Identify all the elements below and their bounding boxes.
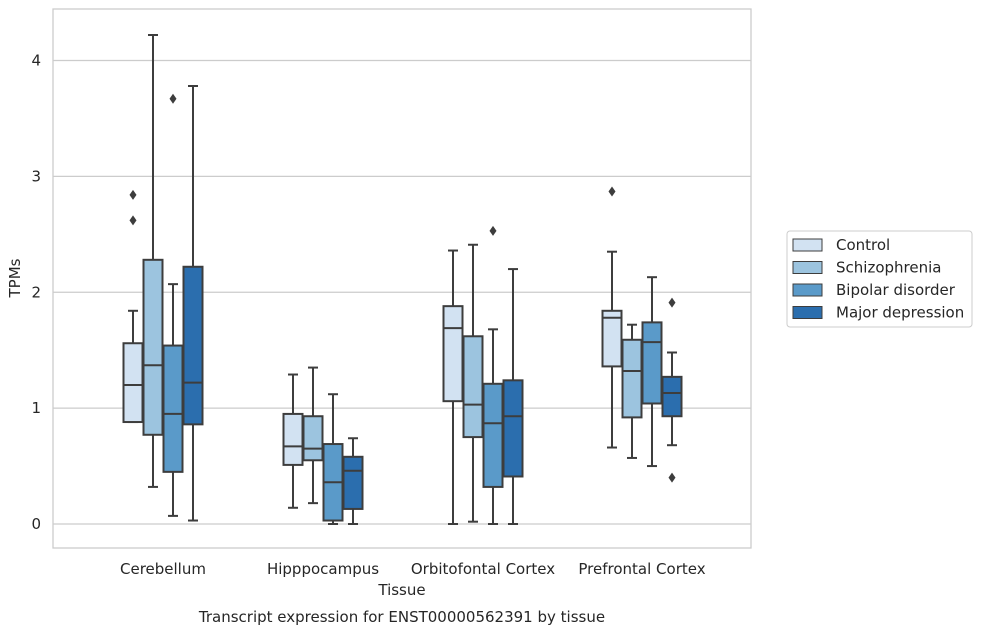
legend-swatch <box>792 306 823 319</box>
legend-label: Bipolar disorder <box>836 281 956 299</box>
box-body <box>182 265 204 426</box>
legend: Control Schizophrenia Bipolar disorder Majo… <box>786 230 973 328</box>
x-tick-label: Prefrontal Cortex <box>578 560 705 578</box>
box-body <box>162 344 184 473</box>
box-body <box>482 382 504 488</box>
box-body <box>122 342 144 424</box>
box-body <box>342 455 364 510</box>
x-axis-label: Tissue <box>377 581 425 599</box>
y-axis-label: TPMs <box>6 258 24 298</box>
y-tick-label: 1 <box>31 399 41 417</box>
outlier-point <box>129 215 137 226</box>
outlier-point <box>608 186 616 197</box>
y-tick-label: 0 <box>31 515 41 533</box>
box-1-1 <box>302 366 324 505</box>
box-body <box>142 258 164 436</box>
box-body <box>621 338 643 419</box>
box-body <box>661 375 683 418</box>
box-body <box>601 309 623 368</box>
boxes <box>122 34 683 525</box>
box-2-3 <box>641 276 663 468</box>
box-body <box>282 412 304 466</box>
y-tick-label: 3 <box>31 167 41 185</box>
plot-area-frame <box>52 8 752 549</box>
chart-caption: Transcript expression for ENST0000056239… <box>198 608 605 626</box>
box-body <box>641 321 663 405</box>
legend-swatch <box>792 261 823 274</box>
box-0-0 <box>122 189 144 424</box>
box-3-2 <box>502 268 524 525</box>
legend-label: Major depression <box>836 304 964 322</box>
box-3-0 <box>182 84 204 522</box>
box-1-2 <box>462 243 484 523</box>
x-tick-label: Cerebellum <box>120 560 206 578</box>
box-body <box>502 379 524 478</box>
box-body <box>302 415 324 462</box>
box-3-3 <box>661 297 683 483</box>
box-3-1 <box>342 437 364 525</box>
box-body <box>462 335 484 439</box>
outlier-point <box>668 297 676 308</box>
box-2-1 <box>322 393 344 525</box>
box-1-3 <box>621 323 643 459</box>
legend-swatch <box>792 283 823 297</box>
x-tick-label: Orbitofontal Cortex <box>411 560 555 578</box>
box-body <box>442 305 464 403</box>
x-tick-label: Hipppocampus <box>267 560 379 578</box>
y-tick-label: 4 <box>31 52 41 70</box>
legend-label: Schizophrenia <box>836 259 941 277</box>
box-2-2 <box>482 225 504 525</box>
x-tick-labels: Cerebellum Hipppocampus Orbitofontal Corte… <box>120 560 706 578</box>
outlier-point <box>668 472 676 483</box>
box-2-0 <box>162 93 184 517</box>
legend-swatch <box>792 238 823 252</box>
outlier-point <box>489 225 497 236</box>
box-1-0 <box>142 34 164 488</box>
box-0-3 <box>601 186 623 449</box>
y-tick-labels: 0 1 2 3 4 <box>31 52 41 534</box>
outlier-point <box>169 93 177 104</box>
outlier-point <box>129 189 137 200</box>
y-tick-label: 2 <box>31 283 41 301</box>
legend-frame <box>786 230 973 328</box>
legend-label: Control <box>836 236 890 254</box>
box-0-2 <box>442 249 464 525</box>
box-0-1 <box>282 373 304 509</box>
